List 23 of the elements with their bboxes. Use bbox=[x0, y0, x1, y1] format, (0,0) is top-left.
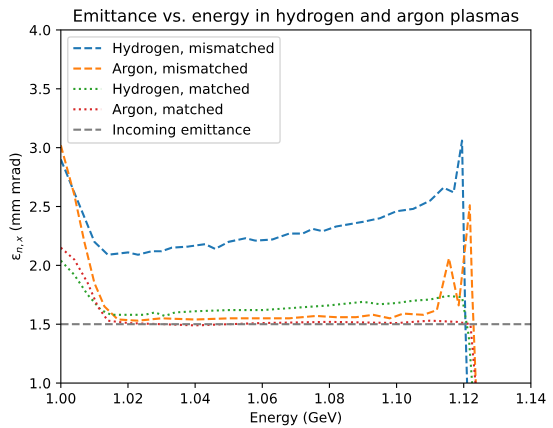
y-tick-label: 2.0 bbox=[30, 260, 50, 271]
x-tick-label: 1.04 bbox=[181, 393, 210, 404]
x-tick-label: 1.14 bbox=[516, 393, 546, 404]
y-tick-label: 3.5 bbox=[30, 84, 50, 94]
y-tick-label: 1.5 bbox=[30, 319, 50, 330]
x-tick-label: 1.06 bbox=[248, 393, 277, 404]
legend-label: Hydrogen, mismatched bbox=[114, 42, 274, 56]
y-tick-label: 1.0 bbox=[30, 378, 50, 389]
x-tick-label: 1.10 bbox=[382, 393, 412, 404]
x-axis-title: Energy (GeV) bbox=[250, 412, 342, 426]
x-tick-label: 1.00 bbox=[46, 393, 76, 404]
y-tick-label: 4.0 bbox=[30, 24, 50, 36]
y-axis-title: ε$_{n,x}$ (mm mrad) bbox=[9, 154, 24, 260]
legend-label: Hydrogen, matched bbox=[114, 83, 249, 97]
legend-label: Incoming emittance bbox=[114, 124, 250, 138]
x-tick-label: 1.02 bbox=[114, 393, 142, 404]
y-tick-label: 3.0 bbox=[30, 142, 50, 154]
x-tick-label: 1.08 bbox=[315, 393, 344, 404]
chart-title: Emittance vs. energy in hydrogen and argon plasmas bbox=[74, 8, 518, 26]
x-tick-label: 1.12 bbox=[450, 393, 478, 404]
legend-label: Argon, mismatched bbox=[112, 62, 247, 76]
legend-label: Argon, matched bbox=[112, 104, 222, 118]
y-tick-label: 2.5 bbox=[30, 201, 50, 212]
